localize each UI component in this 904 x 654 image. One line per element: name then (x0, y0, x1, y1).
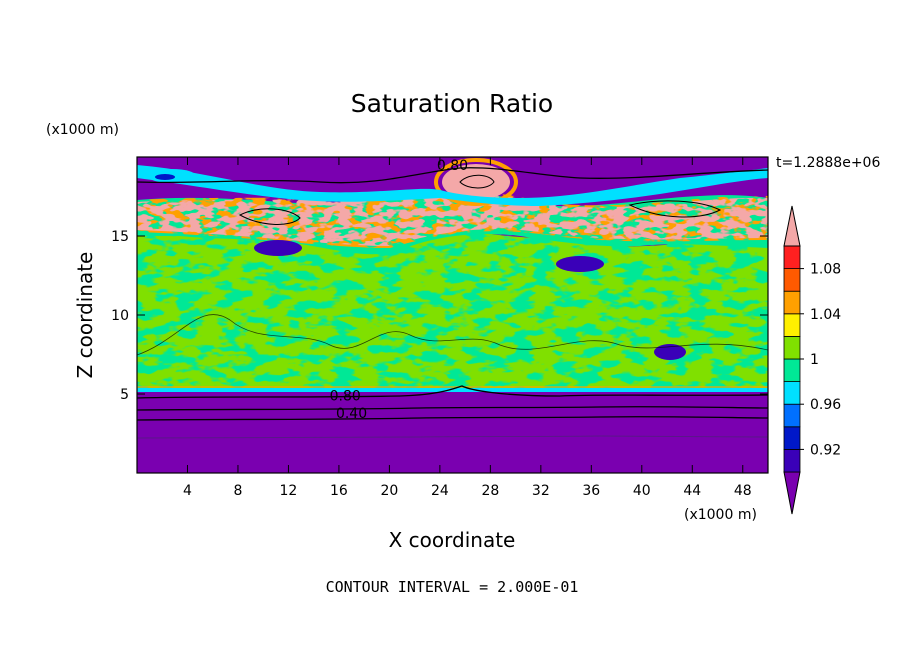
x-tick-label: 36 (582, 483, 600, 499)
contour-blob-1 (238, 208, 301, 225)
colorbar-segment (783, 381, 801, 405)
contour-top (137, 167, 768, 184)
y-unit-label: (x1000 m) (46, 122, 119, 138)
cloud-base-rim (137, 386, 768, 388)
x-tick-label: 32 (532, 483, 550, 499)
x-axis-label: X coordinate (389, 528, 516, 552)
colorbar-segment (783, 290, 801, 315)
colorbar-tick-label: 0.96 (810, 397, 841, 413)
contour-0.20 (137, 435, 768, 439)
colorbar: 0.92 0.96 1 1.04 1.08 (783, 205, 841, 515)
x-tick-label: 40 (633, 483, 651, 499)
colorbar-tick-label: 0.92 (810, 442, 841, 458)
contour-label: 0.80 (437, 158, 468, 174)
colorbar-extend-min (783, 471, 801, 515)
colorbar-extend-max (783, 205, 801, 247)
x-axis-ticks: 4 8 12 16 20 24 28 32 36 40 44 48 (183, 157, 752, 499)
purple-pocket-3 (654, 344, 686, 360)
colorbar-segment (783, 403, 801, 428)
upper-blue-band (137, 165, 768, 206)
upper-band-pink (137, 193, 768, 246)
colorbar-segment (783, 448, 801, 473)
x-tick-label: 8 (233, 483, 242, 499)
colorbar-segment (783, 426, 801, 450)
pink-blob-rim (434, 158, 518, 206)
x-tick-label: 28 (481, 483, 499, 499)
contour-interval-footer: CONTOUR INTERVAL = 2.000E-01 (326, 578, 579, 596)
contour-blob-2 (628, 200, 722, 218)
y-tick-label: 10 (111, 308, 129, 324)
colorbar-tick-label: 1.08 (810, 262, 841, 278)
x-unit-label: (x1000 m) (684, 507, 757, 523)
pink-blob-top (442, 164, 510, 200)
colorbar-segment (783, 268, 801, 292)
cloud-base-strip (137, 388, 768, 392)
time-label: t=1.2888e+06 (776, 155, 880, 171)
colorbar-segment (783, 313, 801, 337)
colorbar-tick-label: 1.04 (810, 307, 841, 323)
contour-label: 0.40 (336, 406, 367, 422)
chart-title: Saturation Ratio (351, 89, 553, 118)
contour-0.60 (137, 406, 768, 411)
purple-pocket-1 (254, 240, 302, 256)
contour-0.40 (137, 416, 768, 421)
y-axis-ticks: 5 10 15 (111, 229, 768, 403)
teal-patches (137, 220, 768, 390)
colorbar-segment (783, 358, 801, 383)
x-tick-label: 20 (380, 483, 398, 499)
contour-blob-3 (459, 174, 495, 189)
x-tick-label: 48 (734, 483, 752, 499)
contour-0.80 (137, 385, 768, 399)
contour-1.00 (137, 314, 768, 356)
colorbar-segment (783, 245, 801, 270)
x-tick-label: 24 (431, 483, 449, 499)
blue-patch-left (155, 174, 175, 180)
y-axis-label: Z coordinate (73, 252, 97, 379)
colorbar-segment (783, 335, 801, 360)
contour-labels: 0.800.800.40 (330, 158, 468, 422)
x-tick-label: 12 (280, 483, 298, 499)
colorbar-tick-label: 1 (810, 352, 819, 368)
x-tick-label: 44 (683, 483, 701, 499)
x-tick-label: 4 (183, 483, 192, 499)
y-tick-label: 5 (120, 387, 129, 403)
purple-pocket-2 (556, 256, 604, 272)
saturation-field (137, 157, 768, 473)
y-tick-label: 15 (111, 229, 129, 245)
x-tick-label: 16 (330, 483, 348, 499)
contour-label: 0.80 (330, 389, 361, 405)
